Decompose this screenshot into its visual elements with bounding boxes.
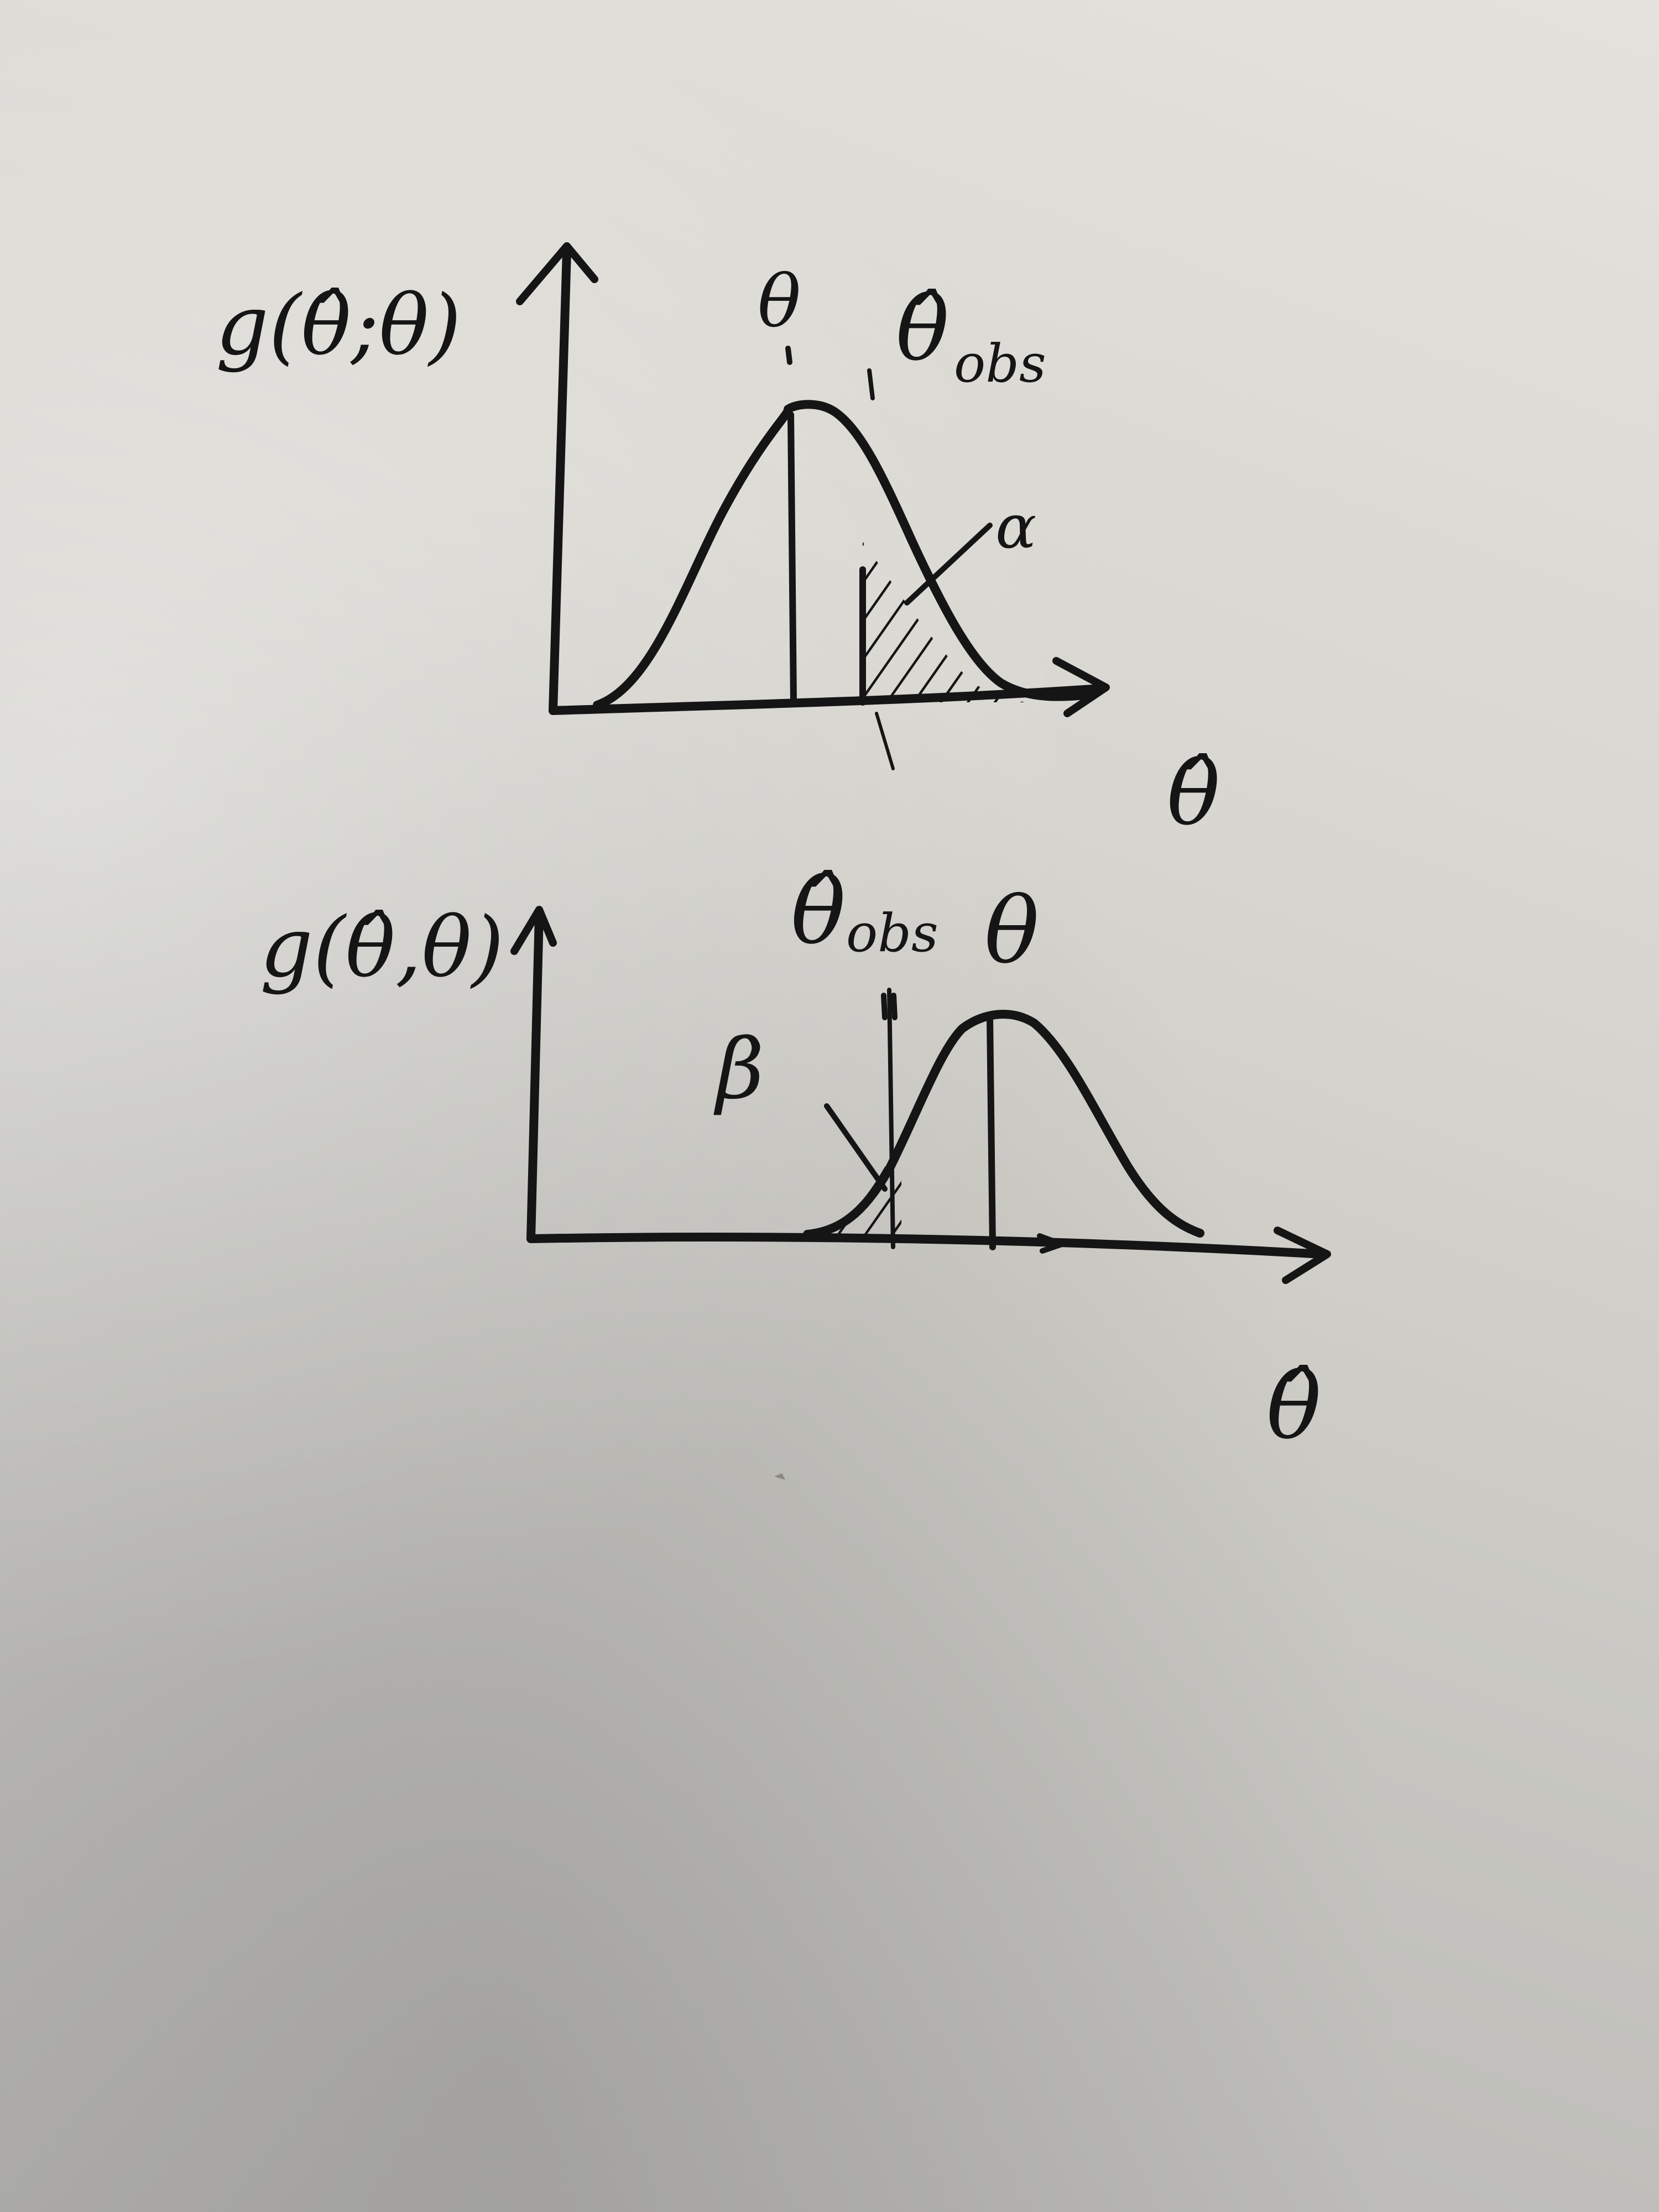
top-alpha-pointer (904, 523, 993, 606)
top-y-axis (549, 247, 571, 715)
top-observed-tick (867, 368, 875, 400)
top-x-axis-label: θ̂ (1167, 742, 1220, 845)
bottom-observed-label: θ̂ obs (791, 858, 938, 964)
top-alpha-label: α (995, 491, 1036, 562)
top-observed-label: θ̂ obs (896, 277, 1046, 394)
top-mean-line (787, 411, 797, 706)
top-observed-theta: θ̂ (896, 277, 949, 380)
top-plot: g(θ̂;θ) θ θ̂ obs α θ̂ (216, 242, 1220, 845)
bottom-observed-subscript: obs (846, 903, 938, 964)
bottom-y-axis (526, 911, 544, 1243)
top-mean-tick (785, 346, 792, 365)
bottom-x-axis (526, 1233, 1326, 1259)
bottom-observed-tick (881, 993, 898, 1020)
bottom-beta-pointer (824, 1103, 888, 1192)
top-x-axis-arrowhead (1052, 657, 1110, 717)
bottom-x-axis-label: θ̂ (1266, 1353, 1321, 1459)
paper-smudge (774, 1473, 785, 1480)
top-observed-subscript: obs (954, 333, 1046, 394)
bottom-y-axis-label: g(θ̂,θ) (260, 900, 504, 996)
bottom-plot: g(θ̂,θ) θ̂ obs θ β θ̂ (260, 858, 1331, 1459)
top-observed-projection (875, 712, 895, 770)
bottom-beta-label: β (713, 1021, 764, 1118)
bottom-axis-mark (1037, 1233, 1065, 1254)
bottom-observed-theta: θ̂ (791, 858, 846, 964)
top-y-axis-label: g(θ̂;θ) (216, 278, 461, 374)
bottom-y-axis-arrowhead (510, 906, 557, 955)
bottom-mean-label: θ (984, 878, 1039, 984)
top-y-axis-arrowhead (516, 242, 598, 305)
top-mean-label: θ (758, 259, 801, 343)
top-density-curve (593, 400, 1099, 709)
bottom-x-axis-arrowhead (1274, 1227, 1331, 1284)
bottom-mean-line (987, 1014, 996, 1250)
